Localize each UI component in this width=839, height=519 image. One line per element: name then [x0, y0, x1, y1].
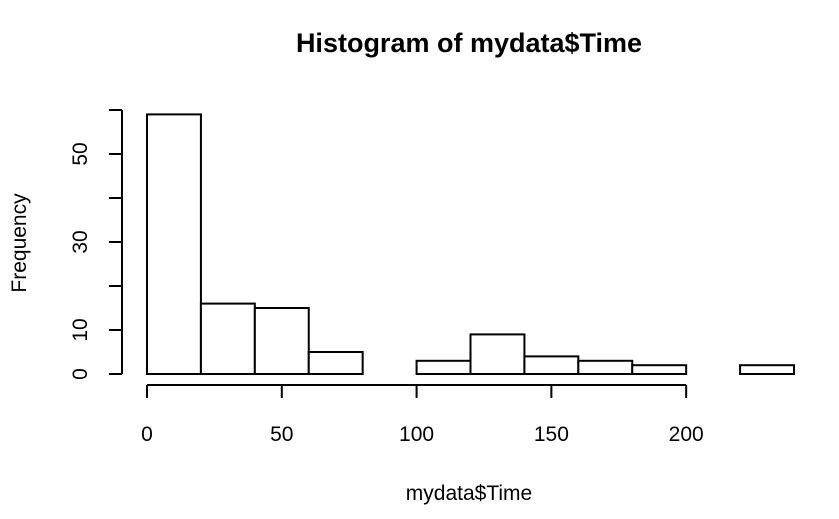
histogram-bar-220-240: [739, 364, 795, 376]
histogram-bar-60-80: [307, 351, 364, 375]
histogram-bar-140-160: [523, 355, 580, 375]
x-axis: 0 50 100 150 200: [141, 384, 704, 446]
histogram-bar-0-20: [146, 113, 202, 376]
y-axis: 0 10 30 50: [69, 109, 123, 380]
y-tick-label: 0: [69, 368, 92, 380]
y-tick-label: 50: [69, 142, 92, 165]
histogram-bar-120-140: [469, 333, 526, 375]
histogram-bar-180-200: [631, 364, 688, 376]
x-axis-label: mydata$Time: [406, 482, 532, 505]
y-tick-label: 10: [69, 318, 92, 341]
chart-title: Histogram of mydata$Time: [296, 28, 642, 58]
y-axis-label: Frequency: [8, 193, 31, 293]
histogram-bar-100-120: [415, 359, 472, 375]
x-tick-label: 100: [399, 423, 434, 446]
x-tick-label: 50: [270, 423, 293, 446]
histogram-bar-160-180: [577, 359, 634, 375]
histogram-bar-20-40: [199, 302, 256, 376]
y-tick-label: 30: [69, 230, 92, 253]
x-tick-label: 150: [534, 423, 569, 446]
x-tick-label: 0: [141, 423, 153, 446]
histogram-bar-40-60: [253, 307, 310, 375]
x-tick-label: 200: [669, 423, 704, 446]
histogram-bars: [146, 113, 795, 376]
